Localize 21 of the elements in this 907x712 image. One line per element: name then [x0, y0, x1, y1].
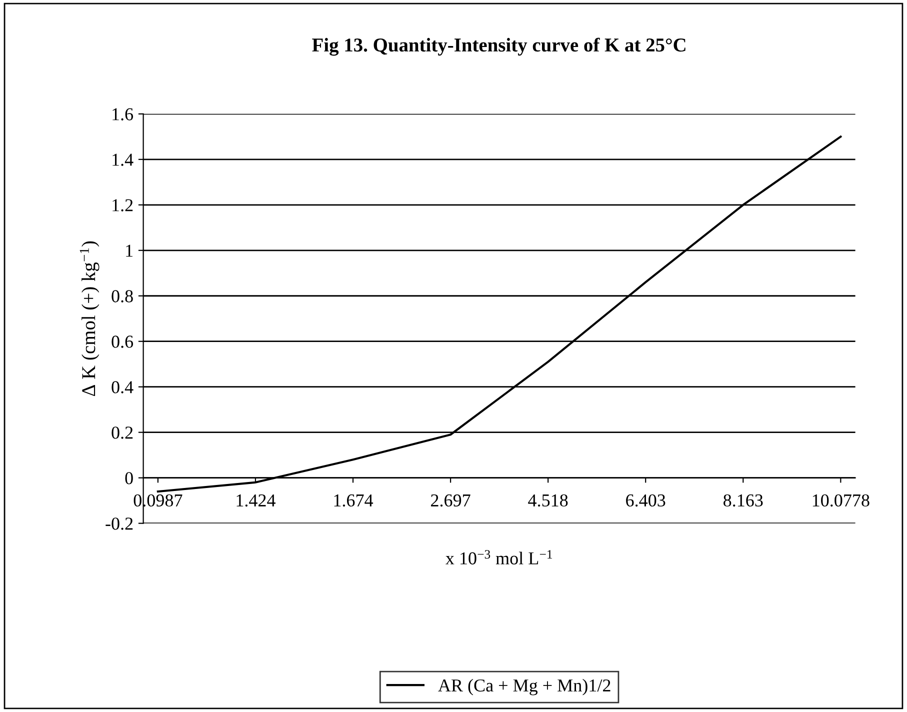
- x-tick-label: 2.697: [431, 494, 470, 507]
- x-tick-label: 10.0778: [812, 494, 870, 507]
- y-tick-label: 1.4: [112, 154, 134, 166]
- y-tick-label: 1: [126, 244, 132, 257]
- y-tick-label: 0.6: [112, 336, 134, 348]
- y-tick-label: 0.4: [112, 381, 134, 394]
- x-tick-label: 1.674: [334, 494, 374, 507]
- legend-label: AR (Ca + Mg + Mn)1/2: [438, 678, 610, 696]
- x-tick-label: 1.424: [236, 494, 276, 507]
- y-tick-label: 1.2: [112, 199, 133, 212]
- y-tick-label: 0.8: [112, 290, 133, 302]
- y-axis-title: Δ K (cmol (+) kg$^{−1}$): [80, 241, 100, 396]
- x-tick-label: 4.518: [528, 494, 568, 507]
- x-tick-label: 6.403: [626, 494, 666, 507]
- x-tick-label: 8.163: [724, 494, 763, 507]
- y-tick-label: 0: [125, 472, 133, 484]
- chart-title: Fig 13. Quantity-Intensity curve of K at 25°C: [312, 38, 686, 56]
- y-tick-label: -0.2: [106, 518, 133, 530]
- y-tick-label: 1.6: [112, 108, 134, 120]
- y-tick-label: 0.2: [112, 426, 133, 439]
- x-axis-title: x 10$^{−3}$ mol L$^{−1}$: [446, 550, 552, 564]
